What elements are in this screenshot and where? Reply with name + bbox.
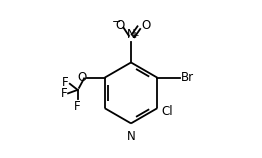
Text: O: O bbox=[77, 71, 86, 84]
Text: −: − bbox=[112, 17, 121, 27]
Text: N: N bbox=[127, 28, 135, 41]
Text: O: O bbox=[141, 19, 150, 32]
Text: Cl: Cl bbox=[162, 105, 173, 118]
Text: F: F bbox=[62, 76, 69, 89]
Text: Br: Br bbox=[181, 71, 194, 84]
Text: +: + bbox=[131, 31, 139, 40]
Text: N: N bbox=[127, 130, 135, 143]
Text: O: O bbox=[116, 19, 125, 32]
Text: F: F bbox=[74, 100, 81, 113]
Text: F: F bbox=[61, 87, 67, 100]
